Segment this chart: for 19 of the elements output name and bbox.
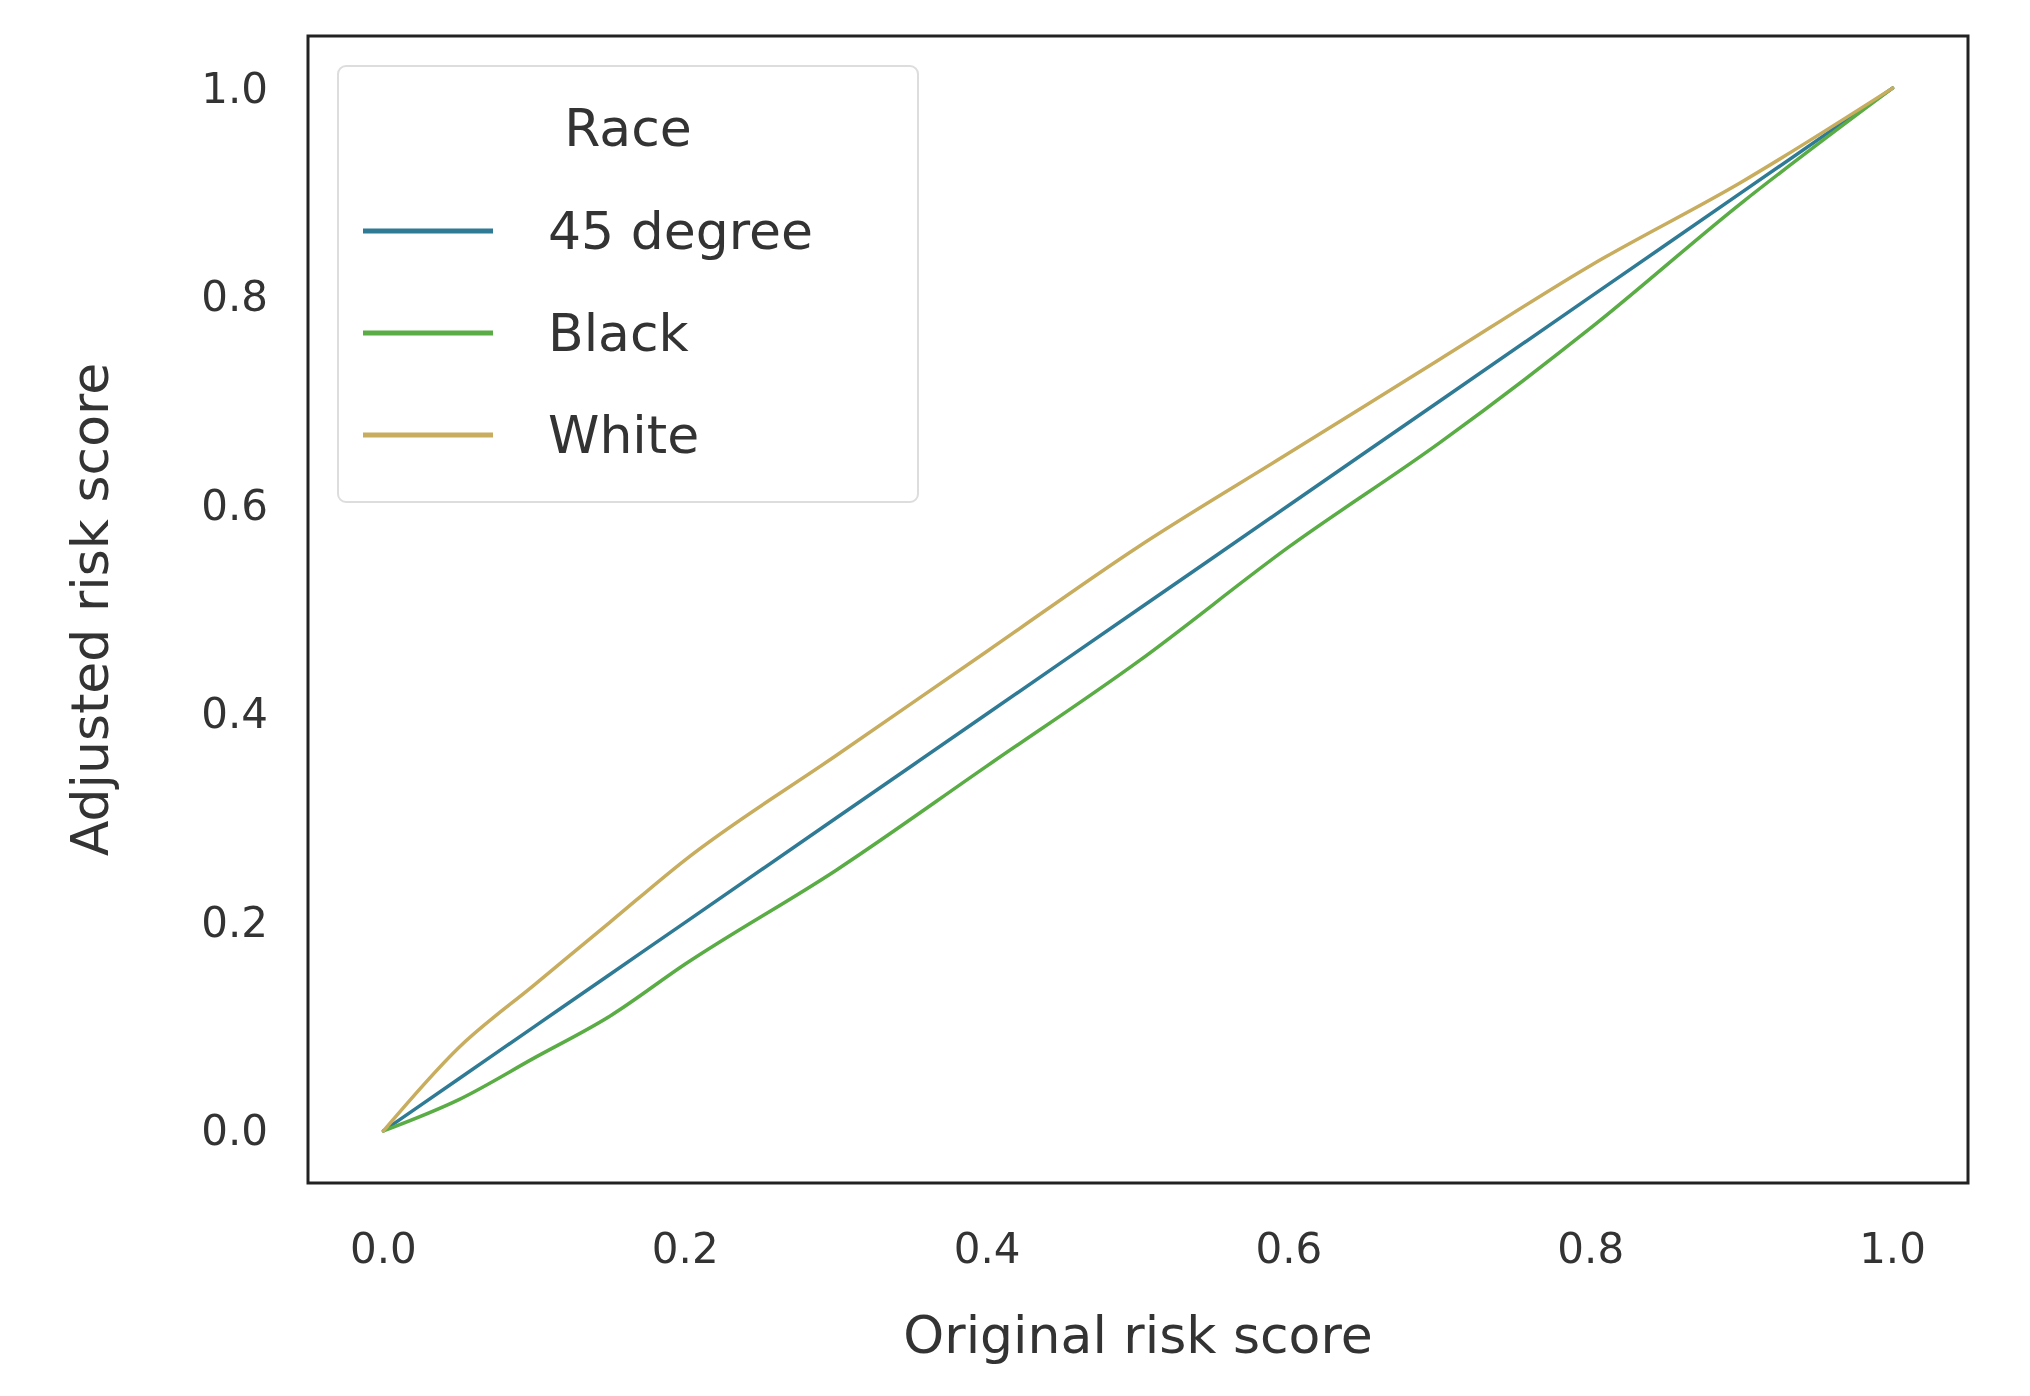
x-tick-label: 0.0 (350, 1224, 417, 1273)
y-tick-label: 1.0 (201, 63, 268, 113)
y-tick-label: 0.0 (201, 1106, 268, 1156)
y-tick-label: 0.6 (201, 480, 268, 530)
x-tick-label: 0.4 (953, 1224, 1021, 1273)
line-series (381, 86, 1895, 1133)
y-tick-label: 0.2 (201, 897, 268, 947)
y-tick-label: 0.8 (201, 272, 268, 322)
x-tick-label: 0.8 (1557, 1224, 1625, 1273)
x-tick-label: 0.2 (651, 1224, 719, 1273)
x-tick-label: 0.6 (1255, 1224, 1323, 1273)
legend-label: 45 degree (548, 201, 813, 261)
legend-label: Black (548, 303, 689, 363)
y-axis-title: Adjusted risk score (60, 362, 120, 857)
y-tick-label: 0.4 (201, 689, 268, 739)
x-tick-label: 1.0 (1859, 1224, 1926, 1273)
x-axis-title: Original risk score (903, 1305, 1373, 1365)
legend-label: White (548, 405, 700, 465)
legend-title: Race (564, 98, 692, 158)
